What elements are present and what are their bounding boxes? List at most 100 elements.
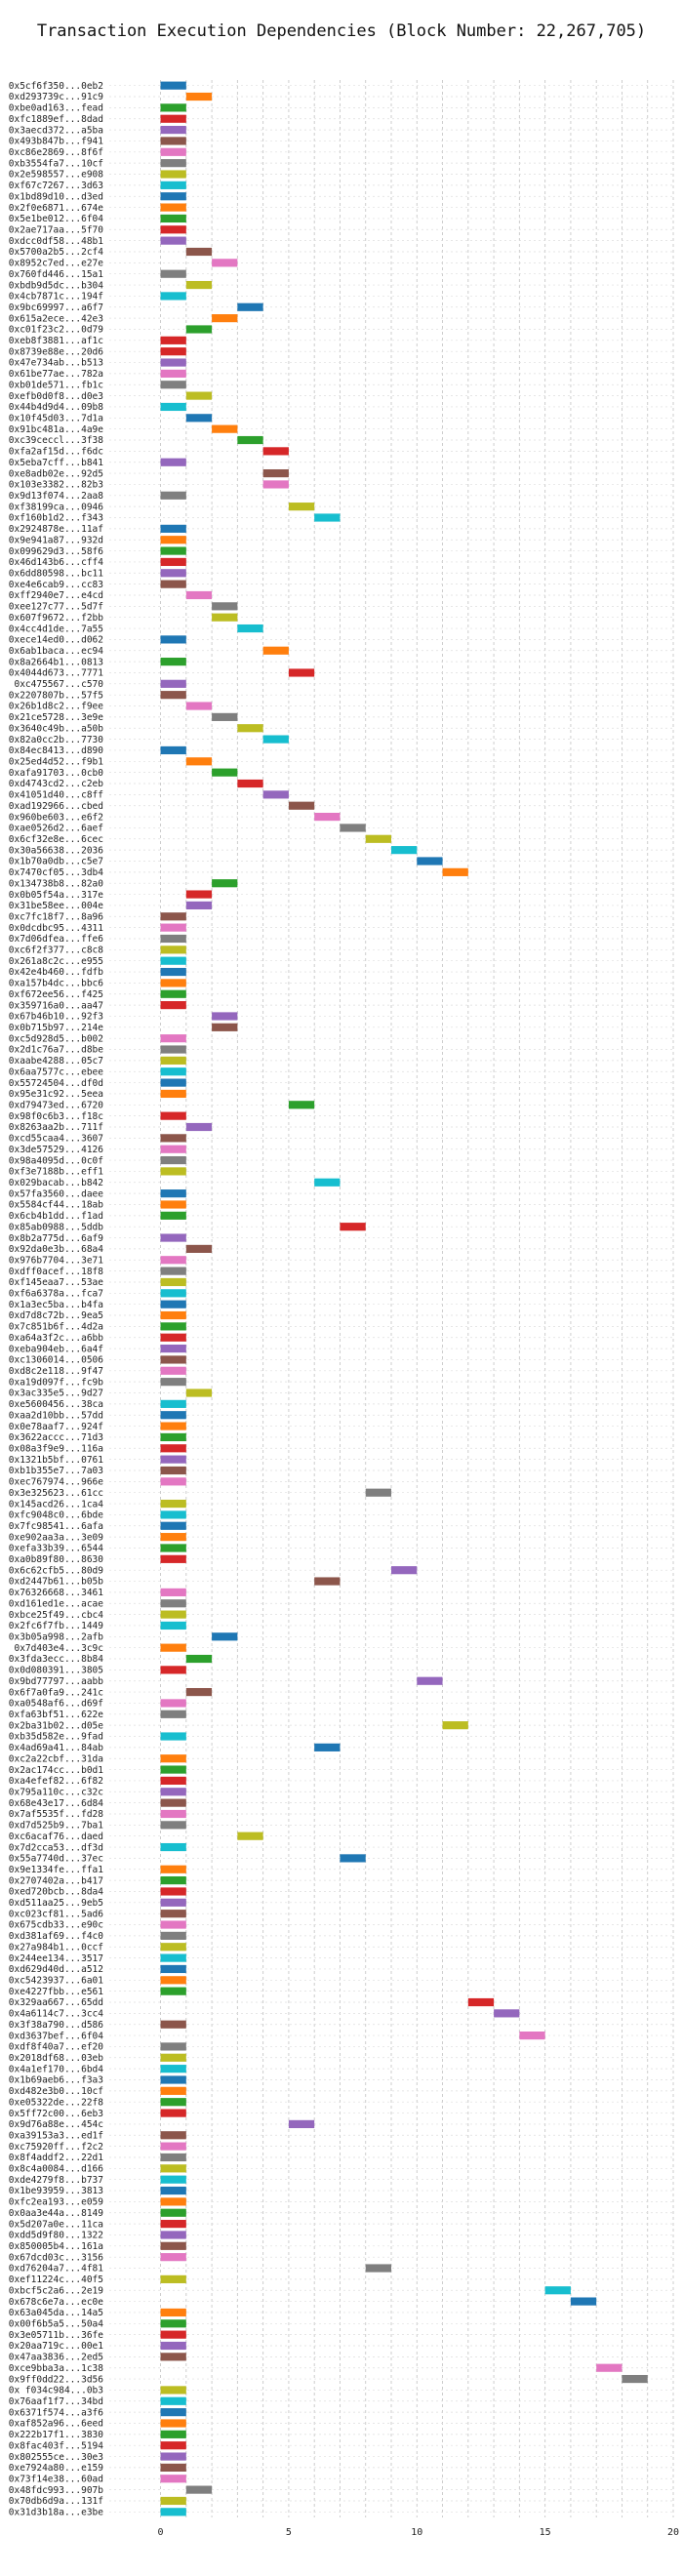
tx-bar [160, 912, 186, 921]
tx-bar [160, 1477, 186, 1486]
tx-label: 0x3e325623...61cc [9, 1488, 103, 1499]
tx-label: 0x1321b5bf...0761 [9, 1455, 104, 1466]
tx-bar [160, 269, 186, 278]
tx-bar [160, 1399, 186, 1408]
tx-label: 0xfc2ea193...e059 [9, 2197, 104, 2208]
tx-label: 0x84ec8413...d890 [9, 745, 104, 756]
tx-bar [160, 2086, 186, 2095]
tx-label: 0x1bd89d10...d3ed [9, 191, 103, 202]
tx-label: 0xbcf5c2a6...2e19 [9, 2285, 104, 2296]
tx-label: 0xdff0acef...18f8 [9, 1267, 104, 1277]
tx-bar [442, 1721, 468, 1730]
tx-bar [314, 1577, 341, 1586]
tx-bar [160, 2241, 186, 2250]
tx-bar [160, 2463, 186, 2472]
tx-label: 0x3fda3ecc...8b84 [9, 1654, 104, 1665]
tx-bar [262, 468, 289, 478]
tx-label: 0x55724504...df0d [9, 1078, 103, 1089]
tx-bar [570, 2297, 597, 2306]
tx-bar [160, 1345, 186, 1353]
tx-label: 0x9e941a87...932d [9, 535, 103, 545]
tx-label: 0x9bd77797...aabb [9, 1676, 104, 1687]
x-tick-label: 15 [540, 2527, 551, 2538]
tx-bar [160, 1233, 186, 1242]
tx-label: 0x2d1c76a7...d8be [9, 1045, 104, 1056]
tx-label: 0xb3554fa7...10cf [9, 158, 103, 169]
tx-label: 0x145acd26...1ca4 [9, 1499, 104, 1509]
tx-bar [160, 1588, 186, 1596]
tx-label: 0x802555ce...30e3 [9, 2452, 103, 2463]
tx-label: 0x8739e88e...20d6 [9, 346, 104, 357]
tx-bar [212, 1632, 238, 1641]
tx-bar [212, 768, 238, 777]
tx-label: 0xeba904eb...6a4f [9, 1344, 103, 1354]
tx-label: 0xfa63bf51...622e [9, 1710, 104, 1720]
tx-bar [212, 613, 238, 622]
tx-bar [185, 2485, 213, 2494]
tx-bar [160, 1732, 186, 1741]
tx-bar [160, 203, 186, 212]
tx-label: 0x795a110c...c32c [9, 1787, 103, 1797]
tx-label: 0xa0b89f80...8630 [9, 1554, 104, 1565]
tx-label: 0x615a2ece...42e3 [9, 313, 103, 324]
tx-label: 0x2fc6f7fb...1449 [9, 1621, 104, 1631]
tx-label: 0x55a7740d...37ec [9, 1854, 103, 1865]
tx-label: 0x27a984b1...0ccf [9, 1942, 103, 1952]
tx-bar [160, 126, 186, 135]
tx-bar [160, 658, 186, 666]
tx-bar [544, 2286, 571, 2295]
tx-label: 0x82a0cc2b...7730 [9, 735, 104, 745]
tx-label: 0x3b05a998...2afb [9, 1632, 104, 1643]
tx-bar [160, 1898, 186, 1907]
tx-label: 0xdd5d9f80...1322 [9, 2231, 103, 2241]
tx-label: 0xc5423937...6a01 [9, 1976, 104, 1987]
tx-bar [160, 2341, 186, 2351]
tx-bar [160, 956, 186, 965]
tx-bar [160, 1145, 186, 1153]
tx-bar [160, 347, 186, 356]
tx-bar [185, 1687, 213, 1697]
tx-label: 0xe05322de...22f8 [9, 2097, 104, 2108]
tx-label: 0x850005b4...161a [9, 2241, 103, 2252]
tx-bar [622, 2374, 648, 2384]
x-tick-label: 20 [667, 2527, 679, 2538]
tx-bar [160, 536, 186, 544]
tx-label: 0xd3637bef...6f04 [9, 2031, 104, 2041]
tx-bar [185, 280, 213, 290]
tx-bar [262, 480, 289, 489]
tx-label: 0x9ff0dd22...3d56 [9, 2374, 104, 2385]
tx-label: 0x48fdc993...907b [9, 2485, 104, 2496]
tx-bar [160, 1256, 186, 1265]
tx-bar [160, 1953, 186, 1962]
tx-bar [160, 2353, 186, 2361]
tx-label: 0x42e4b460...fdfb [9, 967, 104, 978]
tx-label: 0xe4227fbb...e561 [9, 1987, 104, 1997]
tx-bar [160, 1466, 186, 1475]
tx-bar [160, 2441, 186, 2450]
tx-bar [160, 1788, 186, 1796]
tx-label: 0xad192966...cbed [9, 801, 103, 812]
tx-label: 0xe5600456...38ca [9, 1399, 103, 1410]
tx-label: 0x61be77ae...782a [9, 369, 103, 380]
tx-label: 0xc01f23c2...0d79 [9, 325, 104, 336]
tx-bar [365, 2264, 391, 2273]
tx-bar [160, 1621, 186, 1630]
tx-bar [160, 1056, 186, 1065]
tx-label: 0x2207807b...57f5 [9, 690, 103, 701]
tx-bar [160, 1422, 186, 1430]
tx-label: 0xdf8f40a7...ef20 [9, 2042, 104, 2053]
tx-label: 0x76aaf1f7...34bd [9, 2396, 103, 2407]
tx-bar [288, 503, 315, 511]
tx-bar [212, 602, 238, 611]
tx-bar [391, 846, 418, 855]
tx-bar [160, 635, 186, 644]
tx-bar [262, 735, 289, 744]
tx-label: 0x222b17f1...3830 [9, 2430, 104, 2440]
tx-bar [160, 2231, 186, 2239]
tx-bar [160, 214, 186, 223]
tx-bar [160, 147, 186, 156]
tx-label: 0x98a4095d...0c0f [9, 1155, 103, 1166]
tx-label: 0xc5d928d5...b002 [9, 1033, 103, 1044]
tx-label: 0x0aa3e44a...8149 [9, 2208, 104, 2219]
tx-label: 0x3f38a790...d586 [9, 2020, 104, 2031]
